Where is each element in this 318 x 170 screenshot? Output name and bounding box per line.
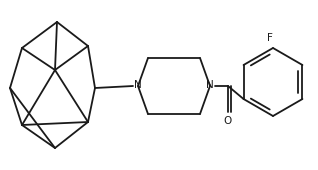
Text: F: F [267,33,273,43]
Text: O: O [224,116,232,126]
Text: N: N [206,80,214,90]
Text: N: N [134,80,142,90]
